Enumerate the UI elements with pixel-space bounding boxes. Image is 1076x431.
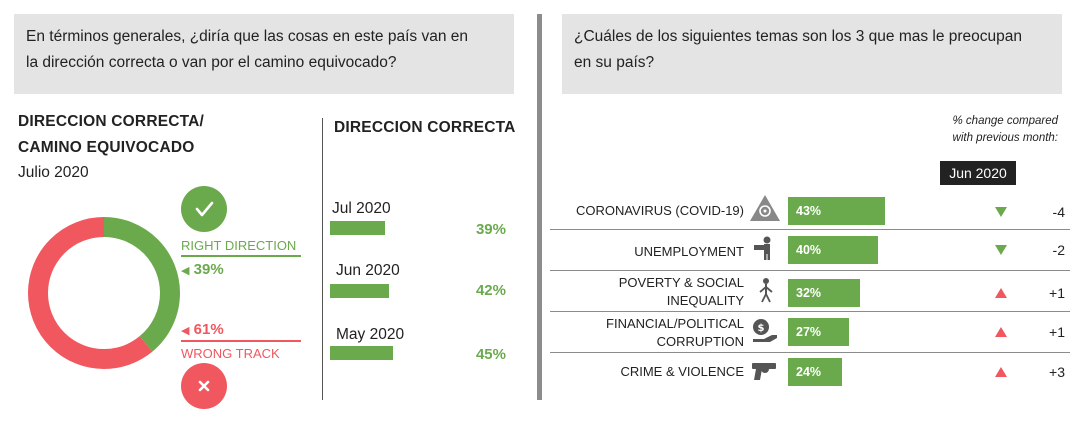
issue-row: UNEMPLOYMENT 40% -2 (550, 230, 1070, 270)
trend-title: DIRECCION CORRECTA (334, 119, 516, 136)
svg-text:$: $ (758, 323, 765, 334)
trend-bars: Jul 2020 39% Jun 2020 42% May 2020 45% (330, 196, 510, 376)
issue-change: +3 (1049, 364, 1065, 380)
issue-label: UNEMPLOYMENT (524, 243, 744, 261)
trend-divider (322, 118, 323, 400)
up-arrow-icon (995, 367, 1007, 377)
donut-date: Julio 2020 (18, 164, 89, 181)
biohazard-icon (750, 195, 780, 221)
right-question-line1: ¿Cuáles de los siguientes temas son los … (574, 28, 1023, 45)
trend-row: May 2020 45% (330, 324, 510, 378)
trend-month-label: Jun 2020 (336, 262, 400, 279)
trend-bar (330, 221, 385, 235)
left-arrow-icon: ◀ (181, 325, 190, 337)
month-badge: Jun 2020 (940, 161, 1016, 185)
issue-label-line: INEQUALITY (666, 293, 744, 308)
issue-row: POVERTY & SOCIAL INEQUALITY 32% +1 (550, 271, 1070, 311)
issue-label-line: POVERTY & SOCIAL (618, 275, 744, 290)
issue-bar: 32% (788, 279, 860, 307)
wrong-track-value: ◀ 61% (181, 321, 224, 338)
issue-label-line: FINANCIAL/POLITICAL (606, 316, 744, 331)
check-icon (195, 201, 214, 217)
wrong-track-pct: 61% (193, 321, 224, 338)
issue-bar: 43% (788, 197, 885, 225)
issue-label-line: CORRUPTION (656, 334, 744, 349)
row-divider (550, 311, 1070, 312)
cross-circle (181, 363, 227, 409)
issue-change: -4 (1052, 204, 1065, 220)
check-circle (181, 186, 227, 232)
row-divider (550, 352, 1070, 353)
issue-label: FINANCIAL/POLITICAL CORRUPTION (524, 315, 744, 351)
issue-label: POVERTY & SOCIAL INEQUALITY (524, 274, 744, 310)
issue-bar: 40% (788, 236, 878, 264)
issue-change: +1 (1049, 285, 1065, 301)
down-arrow-icon (995, 207, 1007, 217)
issue-row: CORONAVIRUS (COVID-19) 43% -4 (550, 188, 1070, 229)
center-divider (537, 14, 542, 400)
wrong-track-label: WRONG TRACK (181, 346, 280, 361)
down-arrow-icon (995, 245, 1007, 255)
issues-chart: CORONAVIRUS (COVID-19) 43% -4 UNEMPLOYME… (550, 188, 1070, 398)
issue-label: CRIME & VIOLENCE (524, 363, 744, 381)
donut-slice-wrong-track (28, 217, 180, 369)
change-note-line1: % change compared (952, 115, 1058, 127)
issue-label-line: UNEMPLOYMENT (634, 244, 744, 259)
issue-row: FINANCIAL/POLITICAL CORRUPTION $ 27% +1 (550, 312, 1070, 352)
change-note-line2: with previous month: (952, 132, 1058, 144)
issue-change: -2 (1052, 242, 1065, 258)
issue-label-line: CRIME & VIOLENCE (620, 364, 744, 379)
issue-change: +1 (1049, 324, 1065, 340)
trend-bar (330, 346, 393, 360)
change-note: % change compared with previous month: (880, 113, 1058, 147)
poverty-icon (759, 278, 773, 303)
corruption-icon: $ (753, 319, 777, 342)
up-arrow-icon (995, 288, 1007, 298)
gun-icon (752, 363, 776, 380)
left-question-line1: En términos generales, ¿diría que las co… (26, 28, 468, 45)
trend-row: Jun 2020 42% (330, 260, 510, 314)
trend-value-label: 42% (475, 282, 506, 299)
issue-row: CRIME & VIOLENCE 24% +3 (550, 353, 1070, 393)
row-divider (550, 270, 1070, 271)
right-direction-label: RIGHT DIRECTION (181, 238, 297, 253)
right-question-box: ¿Cuáles de los siguientes temas son los … (562, 14, 1062, 94)
left-question-box: En términos generales, ¿diría que las co… (14, 14, 514, 94)
issue-label: CORONAVIRUS (COVID-19) (524, 202, 744, 220)
trend-value-label: 39% (475, 221, 506, 238)
right-question-line2: en su país? (574, 54, 655, 71)
trend-value-label: 45% (475, 346, 506, 363)
donut-title-line2: CAMINO EQUIVOCADO (18, 139, 195, 156)
trend-month-label: May 2020 (336, 326, 405, 343)
issue-label-line: CORONAVIRUS (COVID-19) (575, 203, 744, 218)
right-direction-underline (181, 255, 301, 257)
wrong-track-underline (181, 340, 301, 342)
trend-bar (330, 284, 389, 298)
right-direction-value: ◀ 39% (181, 261, 224, 278)
donut-chart (28, 217, 180, 369)
unemployment-icon (754, 236, 771, 260)
left-question-line2: la dirección correcta o van por el camin… (26, 54, 397, 71)
issue-bar: 24% (788, 358, 842, 386)
trend-row: Jul 2020 39% (330, 196, 510, 250)
row-divider (550, 229, 1070, 230)
trend-month-label: Jul 2020 (332, 200, 391, 217)
close-icon (198, 380, 210, 392)
left-arrow-icon: ◀ (181, 265, 190, 277)
issue-bar: 27% (788, 318, 849, 346)
donut-title-line1: DIRECCION CORRECTA/ (18, 113, 205, 130)
right-direction-pct: 39% (193, 261, 224, 278)
up-arrow-icon (995, 327, 1007, 337)
